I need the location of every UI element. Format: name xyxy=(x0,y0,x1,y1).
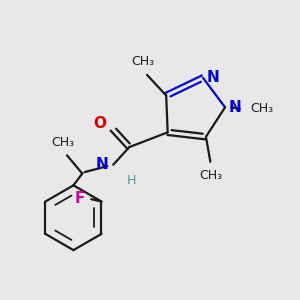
Text: N: N xyxy=(229,100,242,115)
Text: H: H xyxy=(126,174,136,188)
Text: CH₃: CH₃ xyxy=(251,102,274,115)
Text: O: O xyxy=(93,116,106,131)
Text: CH₃: CH₃ xyxy=(131,55,154,68)
Text: F: F xyxy=(75,191,85,206)
Text: CH₃: CH₃ xyxy=(199,169,222,182)
Text: N: N xyxy=(96,157,109,172)
Text: N: N xyxy=(207,70,220,86)
Text: CH₃: CH₃ xyxy=(52,136,75,148)
